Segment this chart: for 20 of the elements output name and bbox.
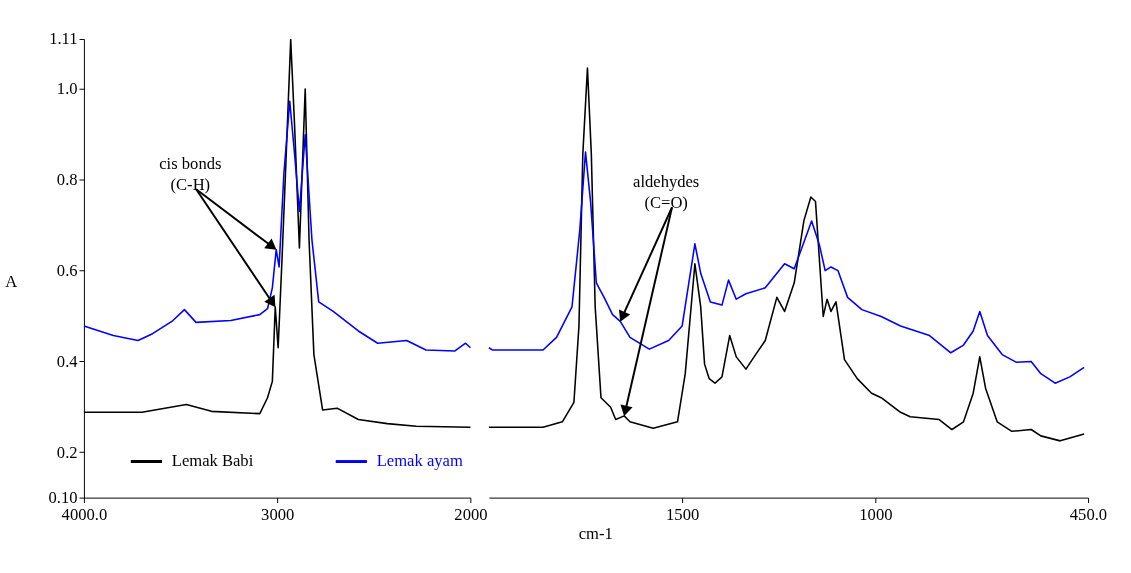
legend-label: Lemak Babi xyxy=(171,451,254,471)
annotation: aldehydes (C=O) xyxy=(633,171,700,213)
line-series xyxy=(83,100,472,352)
x-axis-title: cm-1 xyxy=(578,524,613,544)
x-tick-label: 1500 xyxy=(666,504,700,524)
y-tick-label: 0.4 xyxy=(56,351,79,371)
x-tick-label: 2000 xyxy=(454,504,488,524)
x-tick-label: 4000.0 xyxy=(61,504,108,524)
y-tick-label: 1.0 xyxy=(56,79,78,99)
x-tick-label: 3000 xyxy=(261,504,295,524)
x-tick-label: 1000 xyxy=(859,504,893,524)
y-tick-label: 0.8 xyxy=(56,170,78,190)
y-tick-label: 0.6 xyxy=(56,260,78,280)
legend-label: Lemak ayam xyxy=(376,451,463,471)
y-axis-title: A xyxy=(5,272,18,292)
y-tick-label: 1.11 xyxy=(49,29,78,49)
annotation: cis bonds (C-H) xyxy=(159,153,222,195)
y-tick-label: 0.2 xyxy=(56,442,78,462)
x-tick-label: 450.0 xyxy=(1069,504,1108,524)
y-tick-label: 0.10 xyxy=(48,488,78,507)
